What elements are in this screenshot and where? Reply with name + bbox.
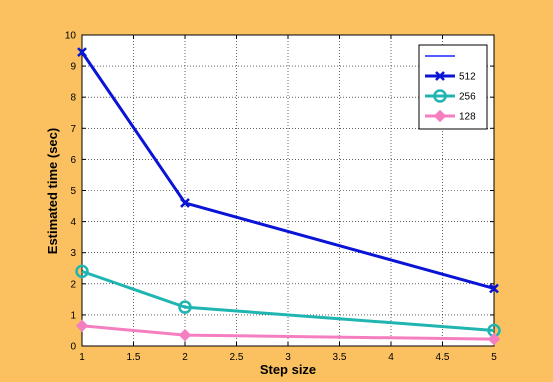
x-tick-label: 3 — [285, 352, 291, 363]
x-axis-label: Step size — [260, 362, 316, 377]
legend-marker — [433, 89, 447, 103]
x-tick-label: 2.5 — [230, 352, 244, 363]
series-256-point — [75, 264, 89, 279]
y-tick-label: 10 — [65, 31, 77, 42]
y-axis-label: Estimated time (sec) — [45, 128, 60, 254]
y-tick-label: 7 — [70, 124, 76, 135]
series-128-point — [487, 332, 501, 346]
x-tick-label: 4.5 — [436, 352, 450, 363]
series-512-point — [77, 47, 87, 57]
y-tick-label: 0 — [70, 342, 76, 353]
y-tick-label: 9 — [70, 62, 76, 73]
y-tick-label: 1 — [70, 310, 76, 321]
legend-label: 128 — [459, 112, 476, 123]
legend-label: 256 — [459, 92, 476, 103]
y-tick-label: 5 — [70, 186, 76, 197]
y-tick-label: 8 — [70, 93, 76, 104]
y-tick-label: 6 — [70, 155, 76, 166]
series-128-point — [178, 328, 192, 342]
x-tick-label: 1 — [79, 352, 85, 363]
y-tick-label: 3 — [70, 248, 76, 259]
series-512-point — [180, 198, 190, 208]
series-256-line — [81, 269, 495, 332]
legend-label: 512 — [459, 72, 476, 83]
series-512-point — [489, 283, 499, 294]
series-128-point — [75, 319, 89, 332]
legend: 512 256 128 — [418, 44, 488, 130]
x-tick-label: 3.5 — [333, 352, 347, 363]
x-tick-label: 1.5 — [127, 352, 141, 363]
y-tick-label: 2 — [70, 279, 76, 290]
x-tick-label: 5 — [491, 352, 497, 363]
x-tick-label: 4 — [388, 352, 394, 363]
y-tick-label: 4 — [70, 217, 76, 228]
series-256-point — [178, 300, 192, 314]
legend-marker — [433, 109, 447, 123]
series-group — [75, 47, 501, 346]
legend-marker — [435, 71, 445, 81]
x-tick-label: 2 — [182, 352, 188, 363]
